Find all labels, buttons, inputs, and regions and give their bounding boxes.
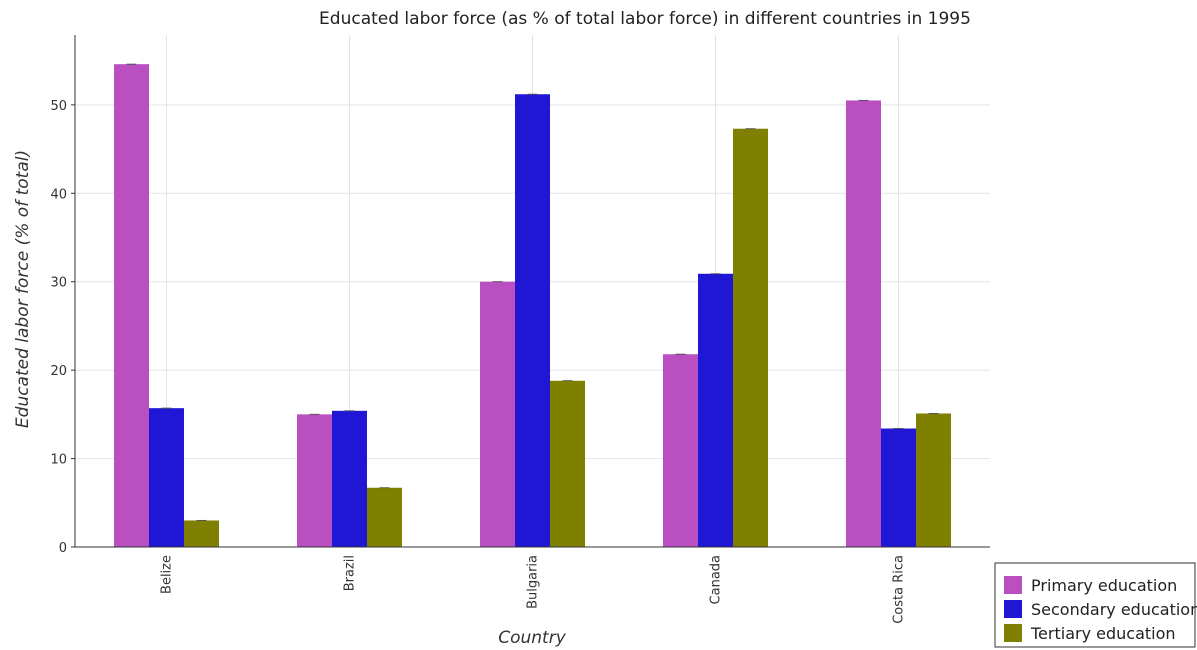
axes	[74, 35, 990, 548]
chart-title: Educated labor force (as % of total labo…	[319, 9, 971, 29]
legend-swatch	[1004, 576, 1022, 594]
x-tick-label: Canada	[709, 555, 724, 604]
y-tick-label: 50	[50, 99, 67, 114]
y-tick-label: 0	[59, 541, 67, 556]
bar-secondary-education-brazil	[332, 410, 367, 547]
legend-box	[994, 562, 1196, 648]
y-tick-label: 10	[50, 453, 67, 468]
legend-swatch	[1004, 624, 1022, 642]
bar-tertiary-education-brazil	[367, 487, 402, 547]
y-tick-label: 30	[50, 276, 67, 291]
legend-label: Primary education	[1031, 576, 1177, 595]
bar-tertiary-education-bulgaria	[550, 380, 585, 547]
bar-secondary-education-canada	[698, 273, 733, 547]
legend: Primary education Secondary education Tert…	[994, 562, 1197, 648]
x-tick-label: Bulgaria	[526, 555, 541, 609]
x-tick-label: Brazil	[343, 555, 358, 591]
legend-swatch	[1004, 600, 1022, 618]
bar-tertiary-education-canada	[733, 128, 768, 548]
x-tick-label: Belize	[160, 555, 175, 594]
bar-secondary-education-costa-rica	[881, 428, 916, 547]
bar-primary-education-costa-rica	[846, 100, 881, 548]
bar-secondary-education-bulgaria	[515, 94, 550, 547]
bar-primary-education-belize	[114, 64, 149, 548]
y-tick-label: 40	[50, 187, 67, 202]
legend-label: Secondary education	[1031, 600, 1197, 619]
legend-label: Tertiary education	[1030, 624, 1176, 643]
x-tick-label: Costa Rica	[892, 555, 907, 624]
bar-tertiary-education-costa-rica	[916, 413, 951, 547]
bar-secondary-education-belize	[149, 408, 184, 547]
y-tick-label: 20	[50, 364, 67, 379]
x-axis-label: Country	[498, 628, 566, 648]
y-axis-label: Educated labor force (% of total)	[13, 150, 33, 428]
bars	[114, 63, 951, 548]
bar-primary-education-canada	[663, 354, 698, 547]
ticks: 0 10 20 30 40 50 Belize Brazil Bulgaria Canada Cos…	[50, 99, 906, 624]
bar-primary-education-bulgaria	[480, 281, 515, 547]
bar-primary-education-brazil	[297, 414, 332, 547]
bar-tertiary-education-belize	[184, 520, 219, 547]
